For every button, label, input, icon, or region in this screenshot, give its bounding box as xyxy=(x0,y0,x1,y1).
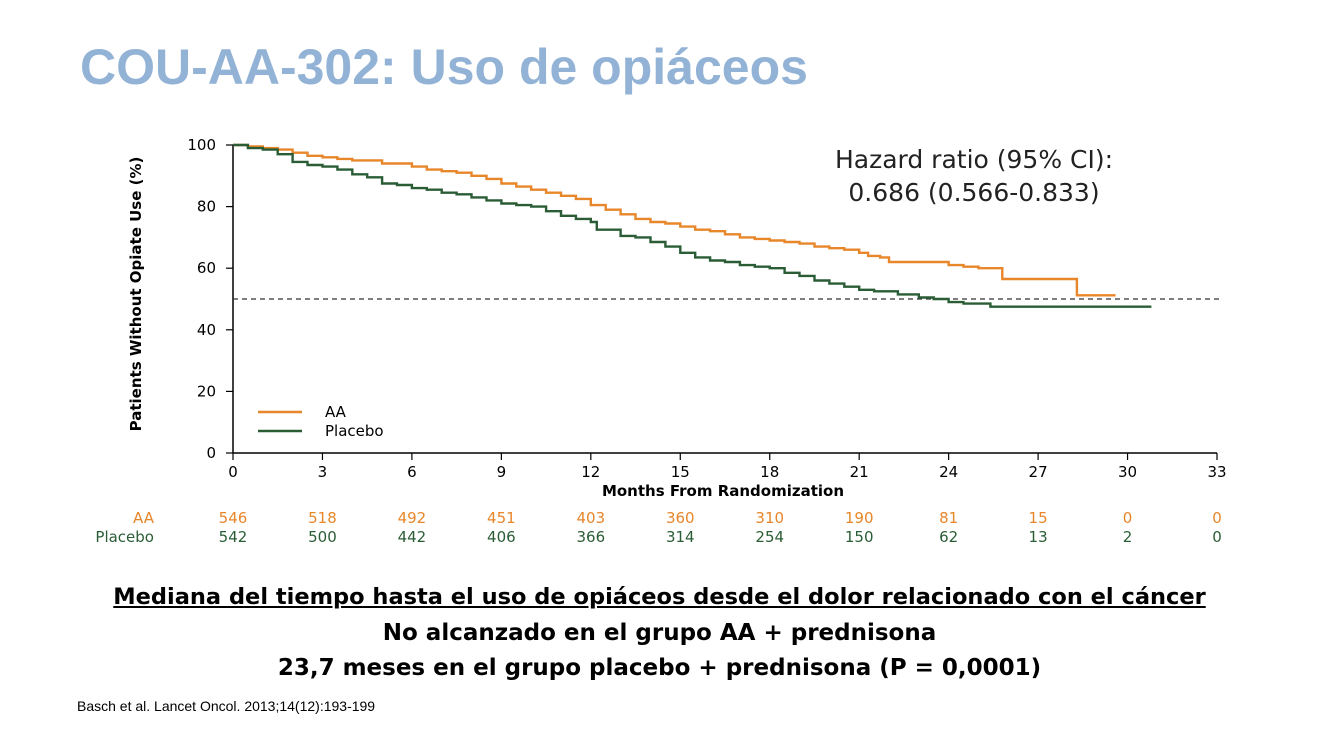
risk-count-placebo: 254 xyxy=(755,528,784,546)
series-line-placebo xyxy=(233,143,1152,308)
slide-title: COU-AA-302: Uso de opiáceos xyxy=(80,39,808,95)
risk-count-placebo: 442 xyxy=(398,528,427,546)
x-tick-label: 0 xyxy=(228,463,238,481)
risk-count-placebo: 314 xyxy=(666,528,695,546)
risk-count-aa: 0 xyxy=(1123,509,1133,527)
risk-count-placebo: 366 xyxy=(576,528,605,546)
legend-label-aa: AA xyxy=(325,403,347,421)
risk-count-aa: 546 xyxy=(219,509,248,527)
risk-count-aa: 310 xyxy=(755,509,784,527)
legend-label-placebo: Placebo xyxy=(325,422,384,440)
risk-count-aa: 360 xyxy=(666,509,695,527)
chart-axes: 0 20 40 60 80 100 0 3 6 9 12 15 18 21 24 27 30 33 Months F… xyxy=(127,136,1227,500)
x-tick-label: 24 xyxy=(939,463,958,481)
y-tick-label: 100 xyxy=(187,136,216,154)
y-tick-label: 80 xyxy=(197,198,216,216)
risk-count-aa: 403 xyxy=(576,509,605,527)
citation: Basch et al. Lancet Oncol. 2013;14(12):1… xyxy=(77,698,376,714)
series-line-aa xyxy=(233,143,1116,297)
risk-count-aa: 518 xyxy=(308,509,337,527)
summary-heading: Mediana del tiempo hasta el uso de opiác… xyxy=(113,584,1206,610)
series-layer xyxy=(233,143,1152,308)
x-axis-label: Months From Randomization xyxy=(602,482,844,500)
y-tick-label: 40 xyxy=(197,321,216,339)
risk-count-aa: 492 xyxy=(398,509,427,527)
x-tick-label: 21 xyxy=(850,463,869,481)
risk-row-label-aa: AA xyxy=(133,509,155,527)
risk-row-label-placebo: Placebo xyxy=(95,528,154,546)
risk-count-placebo: 406 xyxy=(487,528,516,546)
risk-count-aa: 0 xyxy=(1212,509,1222,527)
risk-count-placebo: 0 xyxy=(1212,528,1222,546)
risk-count-placebo: 13 xyxy=(1029,528,1048,546)
y-tick-label: 60 xyxy=(197,259,216,277)
risk-count-placebo: 150 xyxy=(845,528,874,546)
risk-count-aa: 81 xyxy=(939,509,958,527)
risk-count-aa: 190 xyxy=(845,509,874,527)
risk-count-placebo: 500 xyxy=(308,528,337,546)
risk-count-aa: 451 xyxy=(487,509,516,527)
x-tick-label: 15 xyxy=(671,463,690,481)
summary-line-placebo: 23,7 meses en el grupo placebo + prednis… xyxy=(277,655,1042,681)
hazard-ratio-line-1: Hazard ratio (95% CI): xyxy=(835,145,1113,174)
y-tick-label: 20 xyxy=(197,382,216,400)
risk-count-placebo: 542 xyxy=(219,528,248,546)
x-tick-label: 3 xyxy=(318,463,328,481)
x-tick-label: 18 xyxy=(760,463,779,481)
x-tick-label: 12 xyxy=(581,463,600,481)
risk-count-placebo: 62 xyxy=(939,528,958,546)
risk-count-aa: 15 xyxy=(1029,509,1048,527)
summary-line-aa: No alcanzado en el grupo AA + prednisona xyxy=(382,620,937,646)
x-tick-label: 33 xyxy=(1207,463,1226,481)
risk-count-placebo: 2 xyxy=(1123,528,1133,546)
y-tick-label: 0 xyxy=(206,444,216,462)
x-tick-label: 6 xyxy=(407,463,417,481)
x-tick-label: 27 xyxy=(1029,463,1048,481)
hazard-ratio-annotation: Hazard ratio (95% CI): 0.686 (0.566-0.833… xyxy=(835,145,1113,207)
hazard-ratio-line-2: 0.686 (0.566-0.833) xyxy=(848,178,1099,207)
x-tick-label: 30 xyxy=(1118,463,1137,481)
x-tick-label: 9 xyxy=(497,463,507,481)
y-axis-label: Patients Without Opiate Use (%) xyxy=(127,157,145,432)
